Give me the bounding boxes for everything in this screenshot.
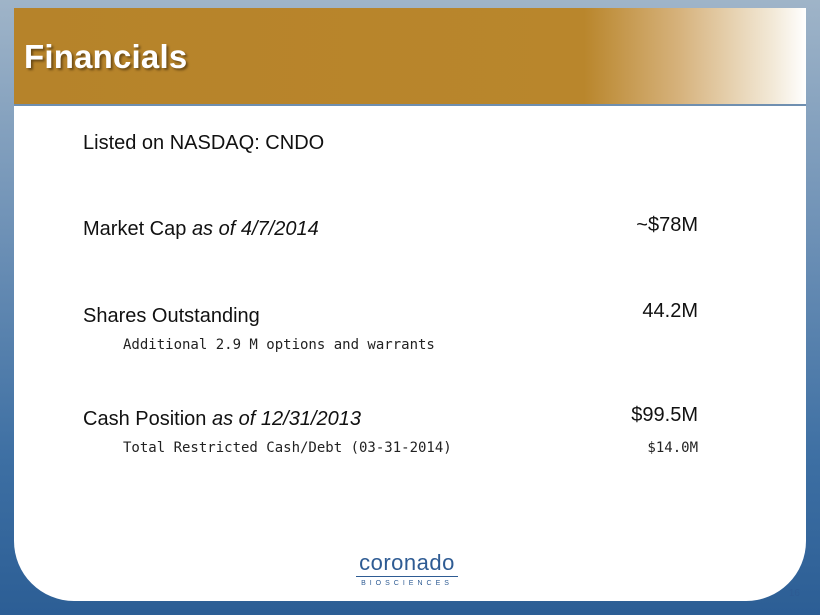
shares-value: 44.2M [642,300,698,322]
market-cap-value: ~$78M [636,214,698,236]
market-cap-text: Market Cap [83,218,192,240]
shares-sub-label: Additional 2.9 M options and warrants [123,337,435,353]
listed-label: Listed on NASDAQ: CNDO [83,132,325,154]
company-logo: coronado BIOSCIENCES [356,552,458,587]
logo-wordmark: coronado [359,550,455,575]
page-number: 16 [788,588,800,599]
slide-card: Financials Listed on NASDAQ: CNDO Market… [14,8,806,601]
logo-divider [356,576,458,577]
logo-subtitle: BIOSCIENCES [361,580,453,587]
restricted-cash-label: Total Restricted Cash/Debt (03-31-2014) [123,440,452,456]
cash-value: $99.5M [631,404,698,426]
market-cap-date: as of 4/7/2014 [191,218,319,240]
slide-title: Financials [24,38,188,75]
cash-label: Cash Position as of 12/31/2013 [83,408,361,431]
cash-date: as of 12/31/2013 [211,408,361,430]
shares-label: Shares Outstanding [83,305,260,327]
cash-text: Cash Position [83,408,212,430]
restricted-cash-value: $14.0M [647,440,698,456]
market-cap-label: Market Cap as of 4/7/2014 [83,218,319,241]
title-bar: Financials [14,8,806,106]
